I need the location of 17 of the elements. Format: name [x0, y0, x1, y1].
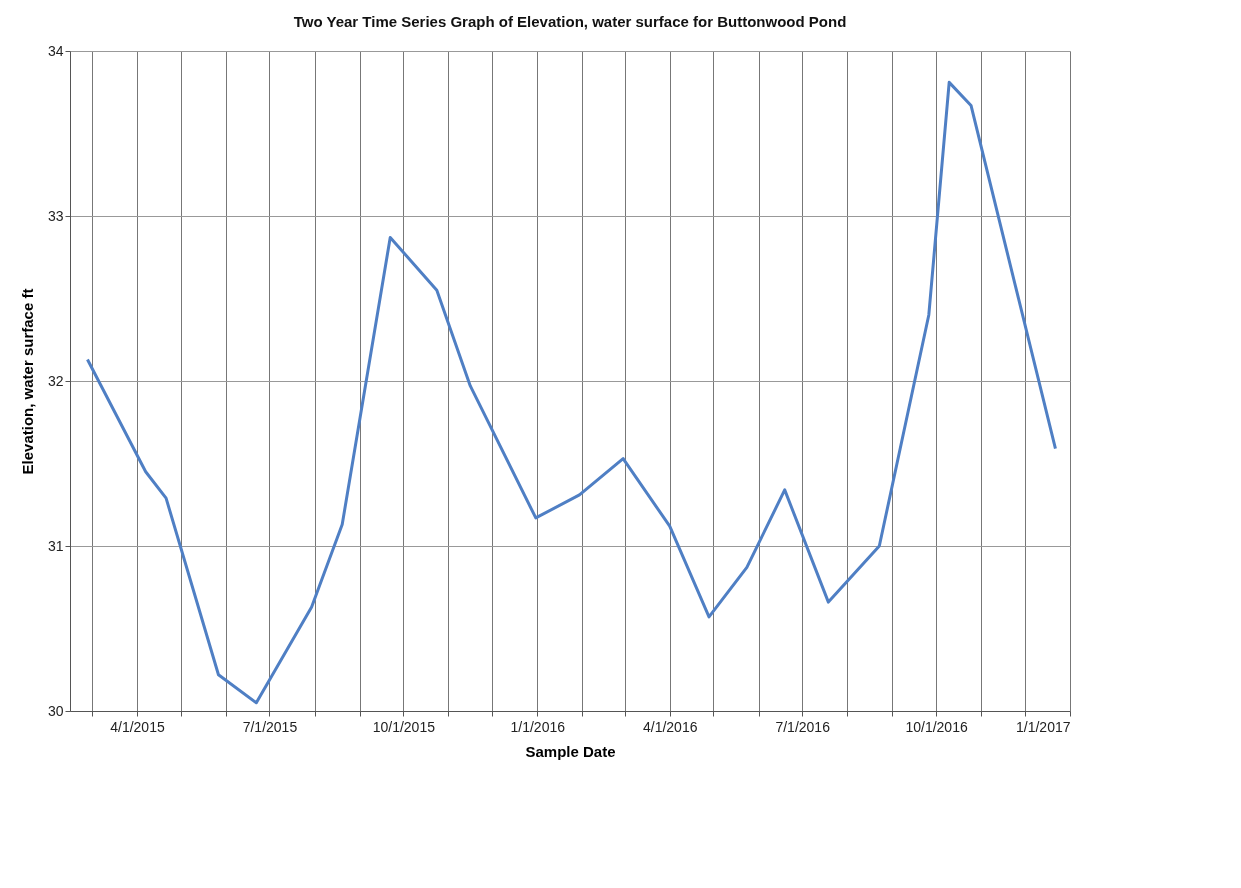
- x-tick-label: 7/1/2016: [775, 718, 831, 735]
- y-axis-title: Elevation, water surface ft: [18, 288, 36, 475]
- y-tick-label: 33: [47, 207, 64, 224]
- x-tick-label: 4/1/2016: [642, 718, 698, 735]
- x-tick-label: 1/1/2017: [1016, 718, 1071, 735]
- y-tick-label: 34: [47, 42, 64, 59]
- x-tick-label: 10/1/2015: [372, 718, 436, 735]
- x-axis-title: Sample Date: [525, 742, 616, 760]
- chart-title: Two Year Time Series Graph of Elevation, water surface for Buttonwood Pond: [293, 13, 847, 30]
- x-tick-label: 1/1/2016: [510, 718, 566, 735]
- y-tick-label: 32: [47, 372, 64, 389]
- line-series: [85, 80, 1057, 705]
- y-tick-label: 31: [47, 537, 64, 554]
- y-tick-label: 30: [47, 702, 64, 719]
- x-tick-label: 4/1/2015: [110, 718, 165, 735]
- x-tick-label: 7/1/2015: [242, 718, 298, 735]
- x-tick-label: 10/1/2016: [905, 718, 968, 735]
